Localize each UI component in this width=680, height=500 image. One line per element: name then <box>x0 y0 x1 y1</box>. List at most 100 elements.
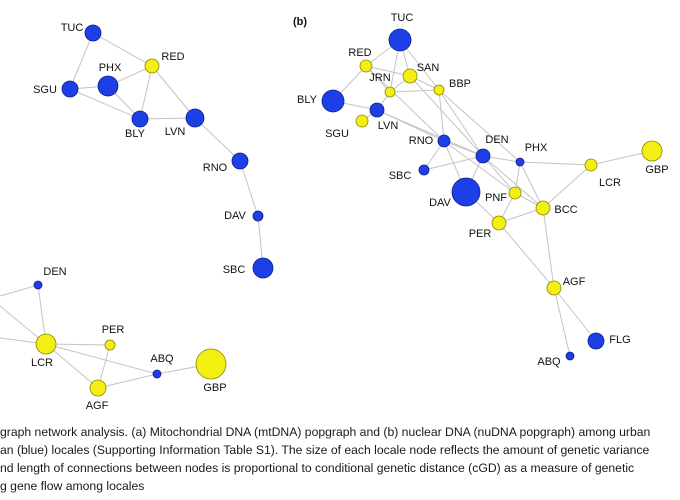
node-label: SBC <box>223 264 246 276</box>
node <box>89 379 107 397</box>
node-label: BLY <box>297 94 318 106</box>
edge <box>498 207 544 224</box>
edge <box>151 65 196 119</box>
node-label: TUC <box>61 22 84 34</box>
node <box>131 110 149 128</box>
node-label: DEN <box>485 134 508 146</box>
node <box>491 215 507 231</box>
edge <box>482 155 544 209</box>
node-label: SBC <box>389 170 412 182</box>
node <box>321 89 345 113</box>
caption-line: g gene flow among locales <box>0 479 144 493</box>
edge <box>438 89 521 163</box>
node <box>84 24 102 42</box>
edge <box>376 109 484 157</box>
node <box>433 84 445 96</box>
edge <box>45 343 99 389</box>
node-label: PER <box>102 324 125 336</box>
node-label: SAN <box>417 62 440 74</box>
node <box>508 186 522 200</box>
node-label: JRN <box>369 72 390 84</box>
node-label: AGF <box>86 400 109 412</box>
edge <box>69 32 94 90</box>
node-label: GBP <box>203 382 226 394</box>
edge <box>542 164 592 209</box>
node-label: ABQ <box>537 356 561 368</box>
edge <box>97 373 158 389</box>
node-label: LCR <box>31 357 53 369</box>
node <box>515 157 525 167</box>
node-label: PHX <box>525 142 548 154</box>
edge <box>239 160 259 217</box>
edge <box>0 284 39 297</box>
edge <box>542 207 555 289</box>
node <box>451 177 481 207</box>
edge <box>590 150 653 166</box>
node-label: PNF <box>485 192 507 204</box>
node <box>355 114 369 128</box>
node <box>437 134 451 148</box>
node-label: GBP <box>645 164 668 176</box>
node-label: LVN <box>165 126 186 138</box>
edge <box>438 89 484 157</box>
edge <box>519 161 544 209</box>
node-label: DAV <box>429 197 451 209</box>
node <box>402 68 418 84</box>
node <box>369 102 385 118</box>
edge <box>553 287 571 357</box>
node-label: DAV <box>224 210 246 222</box>
node <box>104 339 116 351</box>
node <box>185 108 205 128</box>
edge <box>92 32 153 67</box>
edge <box>389 89 440 93</box>
node <box>35 333 57 355</box>
node-label: TUC <box>391 12 414 24</box>
node <box>195 348 227 380</box>
node-label: SGU <box>33 84 57 96</box>
edge <box>194 117 241 162</box>
node <box>641 140 663 162</box>
edge <box>553 287 597 342</box>
edge <box>482 155 516 194</box>
node <box>584 158 598 172</box>
node-label: DEN <box>43 266 66 278</box>
node <box>33 280 43 290</box>
edge <box>69 88 141 120</box>
edge <box>498 222 555 289</box>
edges <box>0 32 653 389</box>
node-label: RED <box>161 51 184 63</box>
edge <box>423 155 484 171</box>
node-label: FLG <box>609 334 630 346</box>
node-label: BBP <box>449 78 471 90</box>
nodes: TUC RED PHX SGU BLY LVN RNO DAV SBC DEN LCR PER ABQ G… <box>31 12 669 412</box>
node <box>252 257 274 279</box>
node <box>475 148 491 164</box>
node-label: SGU <box>325 128 349 140</box>
node-label: BCC <box>554 204 577 216</box>
edge <box>438 89 445 142</box>
node-label: ABQ <box>150 353 174 365</box>
node-label: RNO <box>409 135 434 147</box>
node <box>152 369 162 379</box>
node <box>565 351 575 361</box>
edge <box>365 65 445 142</box>
node <box>252 210 264 222</box>
node <box>535 200 551 216</box>
edge <box>45 343 111 346</box>
node <box>384 86 396 98</box>
node <box>61 80 79 98</box>
edge <box>365 65 411 77</box>
node-label: AGF <box>563 276 586 288</box>
node-label: LVN <box>378 120 399 132</box>
panel-label: (b) <box>293 16 307 28</box>
node-label: RED <box>348 47 371 59</box>
node <box>587 332 605 350</box>
node <box>231 152 249 170</box>
edge <box>443 140 516 194</box>
node-label: RNO <box>203 162 228 174</box>
node <box>97 75 119 97</box>
node <box>359 59 373 73</box>
node <box>418 164 430 176</box>
